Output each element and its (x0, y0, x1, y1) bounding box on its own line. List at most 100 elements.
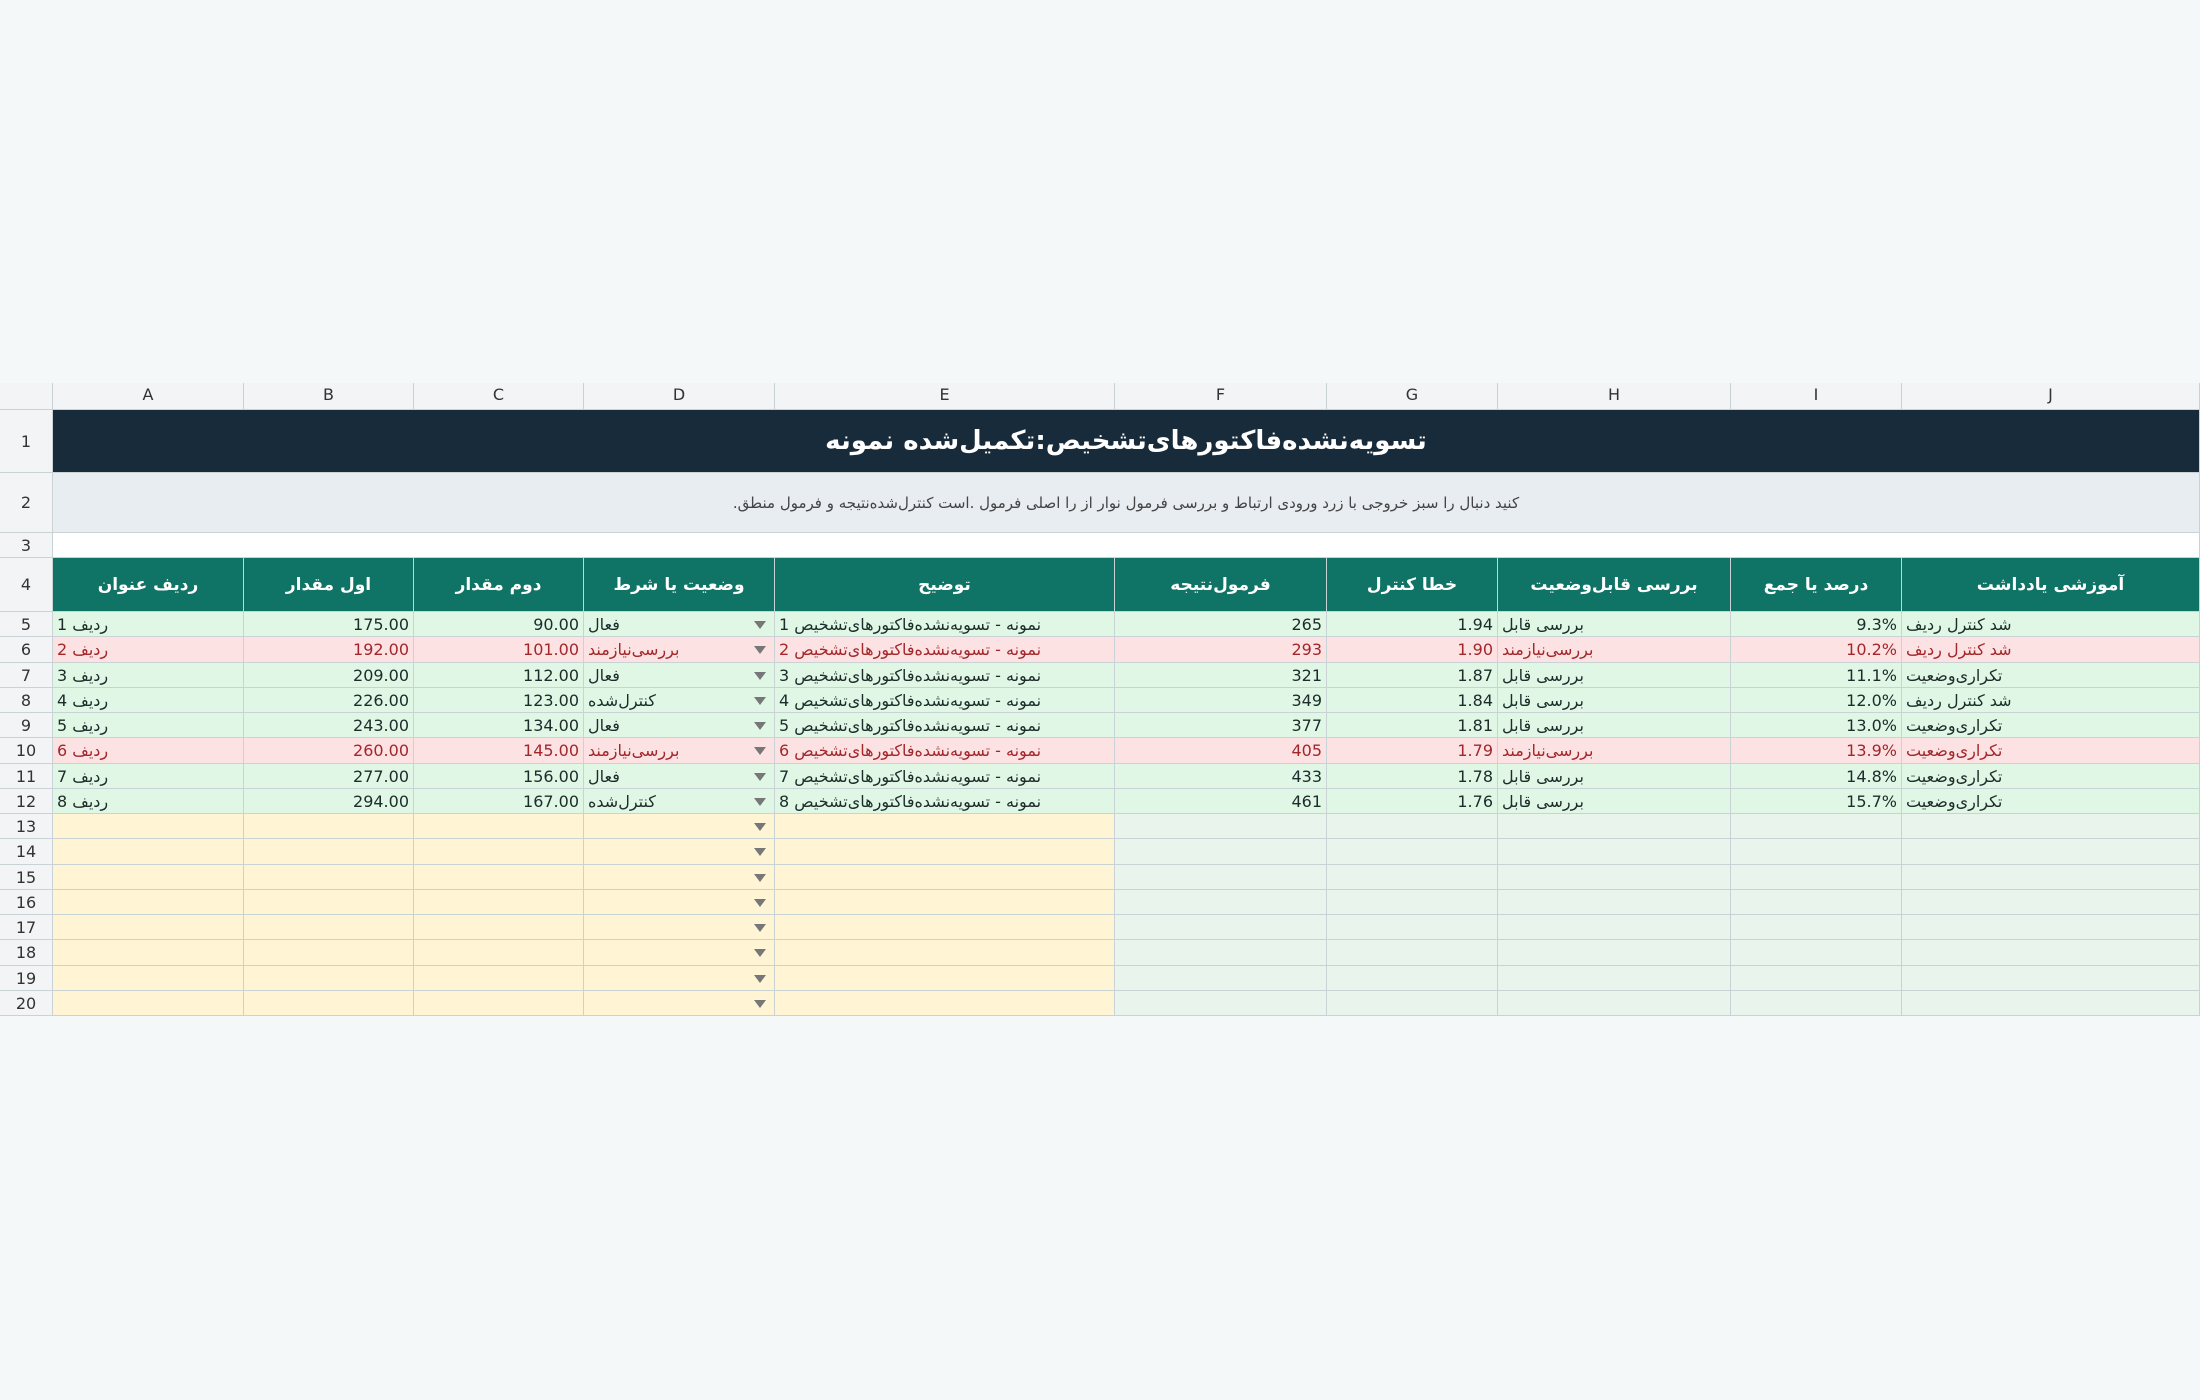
empty-cell (1902, 990, 2200, 1016)
empty-cell (1115, 965, 1327, 991)
row-number: 7 (0, 662, 53, 688)
dropdown-arrow[interactable] (754, 696, 766, 705)
column-header: فرمول‌نتیجه (1115, 558, 1327, 612)
table-cell: فعال (584, 612, 775, 638)
empty-cell (53, 864, 244, 890)
column-letter: C (414, 383, 584, 410)
row-number: 9 (0, 713, 53, 739)
table-cell: تکراری‌وضعیت (1902, 763, 2200, 789)
table-cell: 7 نمونه - تسویه‌نشده‌فاکتورهای‌تشخیص (775, 763, 1115, 789)
table-cell: بررسی قابل (1498, 713, 1731, 739)
row-number: 20 (0, 990, 53, 1016)
table-cell: فعال (584, 763, 775, 789)
empty-cell (1327, 814, 1498, 840)
table-cell: 294.00 (244, 788, 414, 814)
empty-cell (53, 915, 244, 941)
empty-cell (1115, 915, 1327, 941)
row-number: 1 (0, 410, 53, 473)
table-cell: 1.87 (1327, 662, 1498, 688)
column-header: بررسی قابل‌وضعیت (1498, 558, 1731, 612)
empty-cell (1902, 915, 2200, 941)
table-cell: تکراری‌وضعیت (1902, 788, 2200, 814)
row-number: 2 (0, 473, 53, 533)
table-cell: 293 (1115, 637, 1327, 663)
empty-cell (1498, 915, 1731, 941)
empty-cell (584, 990, 775, 1016)
empty-cell (53, 814, 244, 840)
dropdown-arrow[interactable] (754, 898, 766, 907)
dropdown-arrow[interactable] (754, 924, 766, 932)
empty-cell (1327, 915, 1498, 941)
empty-cell (1498, 864, 1731, 890)
table-cell: بررسی قابل (1498, 662, 1731, 688)
row-number: 3 (0, 533, 53, 558)
sheet-subtitle: .کنید دنبال را سبز خروجی با زرد ورودی ار… (53, 473, 2200, 533)
row-number: 6 (0, 637, 53, 663)
table-cell: تکراری‌وضعیت (1902, 662, 2200, 688)
dropdown-arrow[interactable] (754, 621, 766, 629)
dropdown-arrow[interactable] (754, 949, 766, 958)
empty-cell (1902, 814, 2200, 840)
table-cell: 461 (1115, 788, 1327, 814)
empty-cell (1115, 864, 1327, 890)
empty-cell (775, 990, 1115, 1016)
dropdown-arrow[interactable] (754, 671, 766, 680)
table-cell: 209.00 (244, 662, 414, 688)
empty-cell (1115, 814, 1327, 840)
table-cell: کنترل‌شده (584, 687, 775, 713)
table-cell: 277.00 (244, 763, 414, 789)
dropdown-arrow[interactable] (754, 974, 766, 983)
table-cell: 101.00 (414, 637, 584, 663)
empty-cell (414, 990, 584, 1016)
empty-cell (584, 940, 775, 966)
row-number: 13 (0, 814, 53, 840)
dropdown-arrow[interactable] (754, 722, 766, 730)
empty-cell (584, 814, 775, 840)
table-cell: 10.2% (1731, 637, 1902, 663)
empty-cell (414, 839, 584, 865)
empty-cell (244, 915, 414, 941)
table-cell: 167.00 (414, 788, 584, 814)
row-number: 8 (0, 687, 53, 713)
table-cell: 13.0% (1731, 713, 1902, 739)
column-letter: I (1731, 383, 1902, 410)
dropdown-arrow[interactable] (754, 999, 766, 1008)
table-cell: 1.76 (1327, 788, 1498, 814)
dropdown-arrow[interactable] (754, 848, 766, 857)
empty-cell (1327, 965, 1498, 991)
table-cell: 175.00 (244, 612, 414, 638)
dropdown-arrow[interactable] (754, 823, 766, 831)
table-cell: 321 (1115, 662, 1327, 688)
column-letter: G (1327, 383, 1498, 410)
corner (0, 383, 53, 410)
table-cell: بررسی قابل (1498, 612, 1731, 638)
empty-cell (244, 990, 414, 1016)
table-cell: بررسی‌نیازمند (584, 637, 775, 663)
dropdown-arrow[interactable] (754, 646, 766, 655)
dropdown-arrow[interactable] (754, 772, 766, 781)
table-cell: 4 ردیف (53, 687, 244, 713)
empty-cell (414, 965, 584, 991)
empty-cell (1115, 940, 1327, 966)
dropdown-arrow[interactable] (754, 797, 766, 806)
empty-cell (1327, 864, 1498, 890)
empty-cell (1731, 864, 1902, 890)
table-cell: تکراری‌وضعیت (1902, 713, 2200, 739)
empty-cell (53, 889, 244, 915)
table-cell: بررسی‌نیازمند (1498, 637, 1731, 663)
empty-cell (53, 990, 244, 1016)
table-cell: 9.3% (1731, 612, 1902, 638)
table-cell: 1.78 (1327, 763, 1498, 789)
dropdown-arrow[interactable] (754, 747, 766, 756)
table-cell: بررسی قابل (1498, 763, 1731, 789)
row-number: 10 (0, 738, 53, 764)
table-cell: 433 (1115, 763, 1327, 789)
table-cell: بررسی قابل (1498, 687, 1731, 713)
table-cell: 405 (1115, 738, 1327, 764)
table-cell: 1 ردیف (53, 612, 244, 638)
dropdown-arrow[interactable] (754, 873, 766, 882)
column-letter: H (1498, 383, 1731, 410)
table-cell: 11.1% (1731, 662, 1902, 688)
empty-cell (244, 965, 414, 991)
empty-cell (1327, 839, 1498, 865)
